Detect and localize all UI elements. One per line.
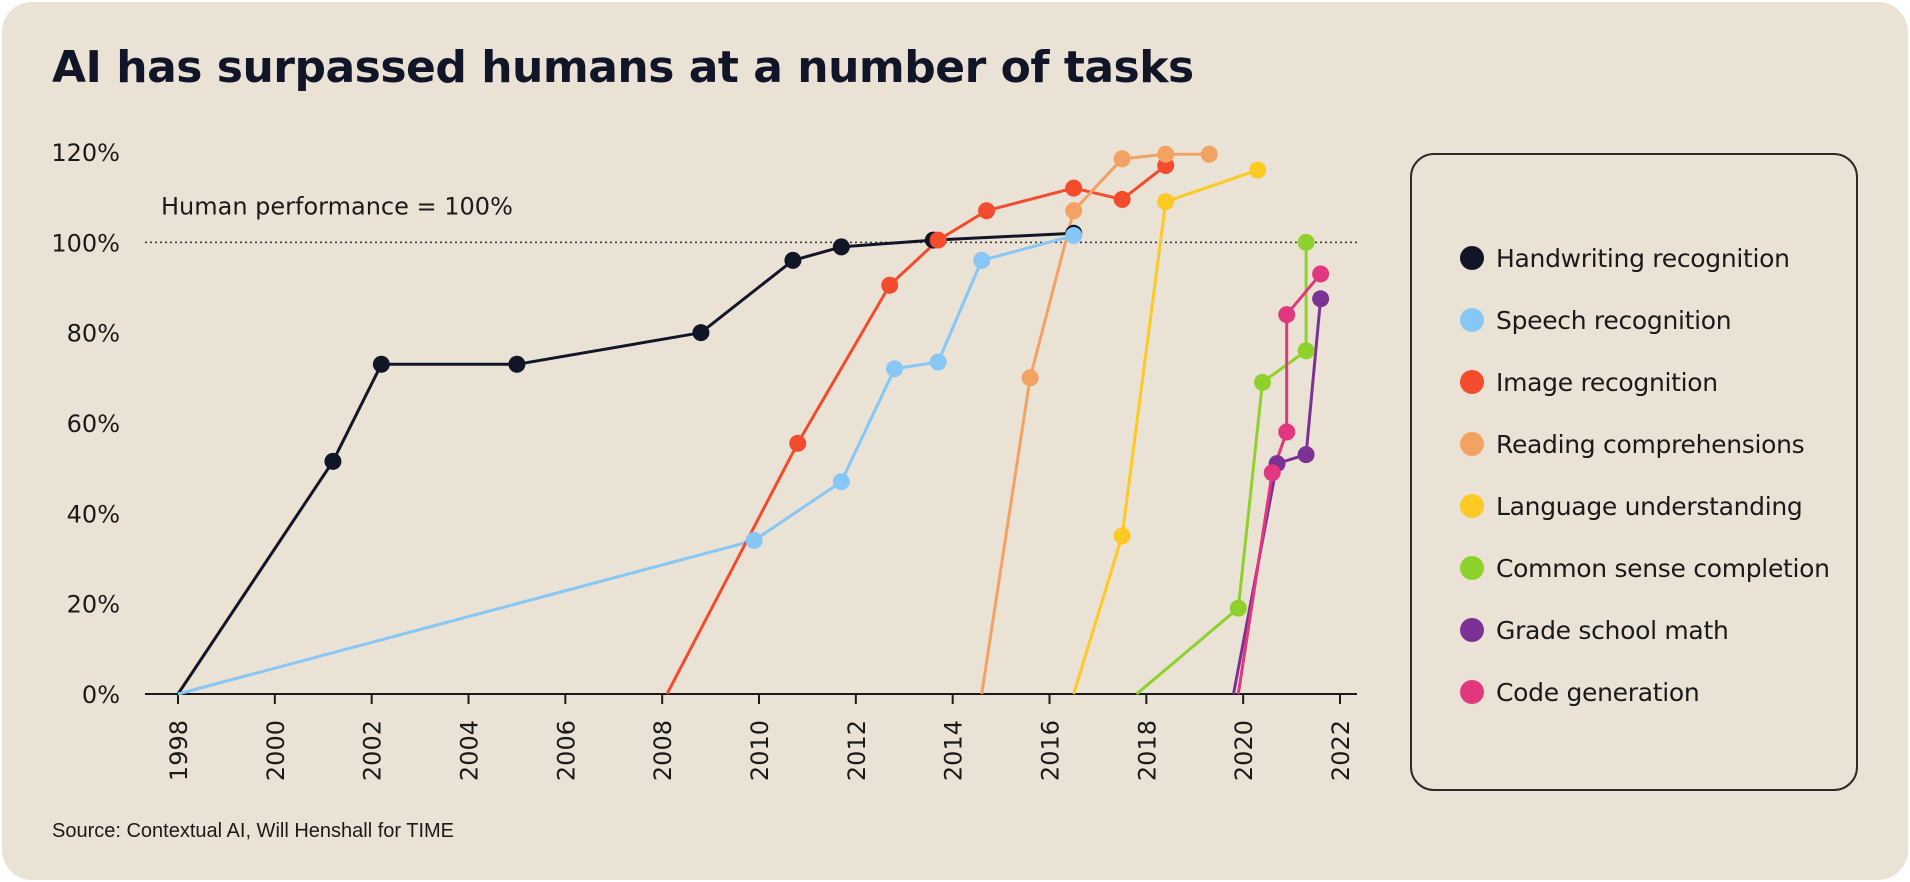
data-point [1278,306,1296,324]
chart-legend: Handwriting recognition Speech recognitio… [1410,153,1858,791]
data-point [1065,202,1083,220]
series-line [665,164,1167,695]
x-tick-label: 2010 [746,720,774,781]
legend-item: Handwriting recognition [1460,238,1790,278]
y-tick-label: 0% [82,681,120,709]
data-point [1312,265,1330,283]
x-tick-label: 2006 [552,720,580,781]
legend-label: Grade school math [1496,615,1729,645]
legend-label: Language understanding [1496,491,1803,521]
legend-label: Handwriting recognition [1496,243,1790,273]
legend-item: Code generation [1460,672,1700,712]
legend-swatch [1460,432,1484,456]
legend-label: Image recognition [1496,367,1718,397]
x-tick-label: 2018 [1133,720,1161,781]
legend-swatch [1460,370,1484,394]
data-point [692,324,710,342]
series-line [177,234,1075,696]
data-point [1297,342,1315,360]
x-tick-label: 2002 [359,720,387,781]
legend-swatch [1460,680,1484,704]
y-tick-label: 100% [51,229,120,257]
x-tick-label: 2004 [456,720,484,781]
data-point [929,353,947,371]
data-point [1278,423,1296,441]
legend-label: Speech recognition [1496,305,1732,335]
legend-swatch [1460,308,1484,332]
data-point [1065,227,1083,245]
legend-item: Reading comprehensions [1460,424,1805,464]
data-point [1113,527,1131,545]
data-point [1263,464,1281,482]
data-point [324,452,342,470]
data-point [1200,145,1218,163]
data-point [1312,290,1330,308]
data-point [886,360,904,378]
data-point [1065,179,1083,197]
x-tick-label: 1998 [165,720,193,781]
y-tick-label: 60% [67,410,120,438]
data-point [1157,193,1175,211]
data-point [973,251,991,269]
legend-swatch [1460,494,1484,518]
data-point [784,251,802,269]
y-tick-label: 120% [51,139,120,167]
data-point [372,355,390,373]
x-tick-label: 2000 [262,720,290,781]
data-point [1229,599,1247,617]
legend-label: Reading comprehensions [1496,429,1805,459]
x-tick-label: 2008 [649,720,677,781]
legend-swatch [1460,556,1484,580]
data-point [1157,145,1175,163]
legend-label: Common sense completion [1496,553,1830,583]
data-point [789,434,807,452]
y-tick-label: 80% [67,320,120,348]
legend-label: Code generation [1496,677,1700,707]
legend-swatch [1460,618,1484,642]
data-point [832,238,850,256]
human-performance-label: Human performance = 100% [161,192,513,220]
x-tick-label: 2022 [1327,720,1355,781]
data-point [1297,446,1315,464]
y-tick-label: 20% [67,591,120,619]
data-point [1297,233,1315,251]
legend-item: Speech recognition [1460,300,1732,340]
legend-item: Common sense completion [1460,548,1830,588]
data-point [1021,369,1039,387]
x-tick-label: 2014 [940,720,968,781]
source-note: Source: Contextual AI, Will Henshall for… [52,820,455,842]
legend-item: Grade school math [1460,610,1729,650]
series-line [1072,168,1259,695]
series-line [176,231,1074,695]
data-point [745,531,763,549]
legend-swatch [1460,246,1484,270]
legend-item: Image recognition [1460,362,1718,402]
data-point [1113,190,1131,208]
data-point [508,355,526,373]
data-point [929,231,947,249]
data-point [1113,150,1131,168]
data-point [978,202,996,220]
legend-item: Language understanding [1460,486,1803,526]
data-point [832,473,850,491]
x-tick-label: 2016 [1037,720,1065,781]
x-tick-label: 2012 [843,720,871,781]
chart-title: AI has surpassed humans at a number of t… [52,42,1194,93]
data-point [881,276,899,294]
y-tick-label: 40% [67,500,120,528]
data-point [1254,373,1272,391]
data-point [1249,161,1267,179]
x-tick-label: 2020 [1230,720,1258,781]
